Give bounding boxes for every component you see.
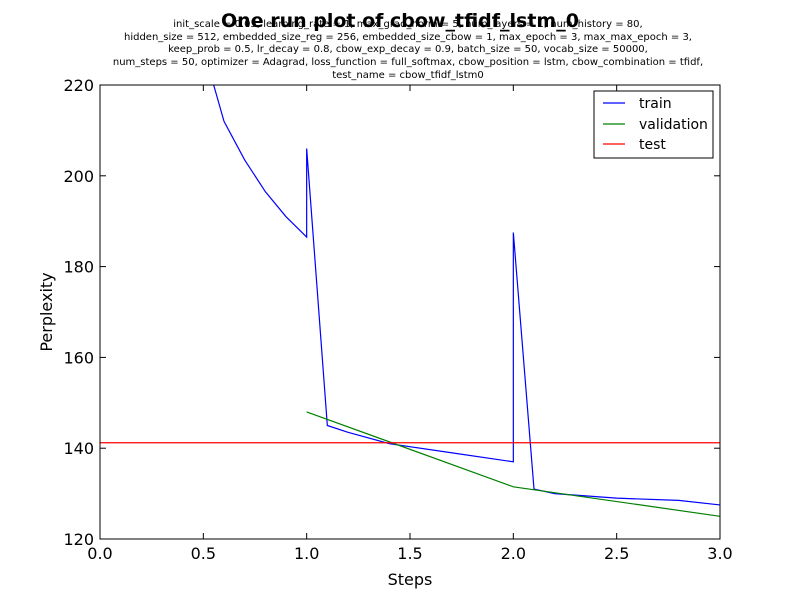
x-tick-label: 1.5	[397, 544, 422, 563]
chart-title: One run plot of cbow_tfidf_lstm_0	[221, 10, 579, 32]
x-tick-label: 2.5	[604, 544, 629, 563]
plot-frame	[99, 84, 721, 540]
y-axis-label: Perplexity	[37, 272, 56, 351]
series-line-validation	[306, 411, 720, 517]
y-tick-label: 200	[63, 167, 94, 186]
x-tick-label: 0.5	[191, 544, 216, 563]
series-layer	[100, 85, 720, 517]
tick-layer: 0.0 0.5 1.0 1.5 2.0 2.5 3.0 120 140 160 180 200 220	[63, 76, 732, 563]
x-axis-label: Steps	[388, 570, 433, 589]
legend-label-test: test	[639, 137, 666, 153]
y-tick-label: 160	[63, 348, 94, 367]
y-tick-label: 140	[63, 439, 94, 458]
y-tick-label: 120	[63, 530, 94, 549]
y-tick-label: 220	[63, 76, 94, 95]
x-tick-label: 3.0	[707, 544, 732, 563]
legend-label-train: train	[639, 96, 672, 112]
x-tick-label: 1.0	[294, 544, 319, 563]
chart-subtitle-line-2: hidden_size = 512, embedded_size_reg = 2…	[124, 32, 692, 43]
x-tick-label: 2.0	[501, 544, 526, 563]
chart-subtitle-line-3: keep_prob = 0.5, lr_decay = 0.8, cbow_ex…	[168, 44, 648, 55]
y-tick-label: 180	[63, 258, 94, 277]
chart-subtitle-line-5: test_name = cbow_tfidf_lstm0	[332, 70, 484, 81]
chart-subtitle-line-4: num_steps = 50, optimizer = Adagrad, los…	[113, 57, 703, 68]
chart-subtitle-line-1: init_scale = 0.05, learning_rate = 1, ma…	[173, 19, 642, 30]
x-tick-label: 0.0	[87, 544, 112, 563]
legend: train validation test	[593, 90, 714, 159]
legend-label-validation: validation	[639, 117, 708, 133]
